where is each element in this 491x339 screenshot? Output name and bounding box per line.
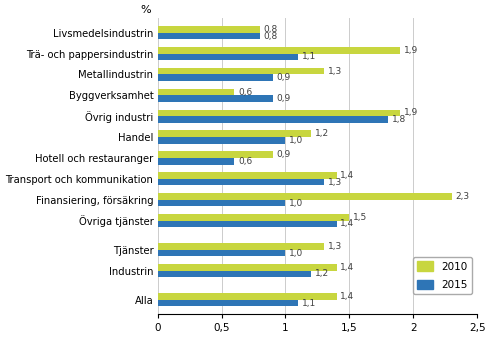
Text: 1,0: 1,0	[289, 248, 303, 258]
Bar	[158, 172, 336, 179]
Bar	[158, 158, 234, 165]
Text: 1,5: 1,5	[353, 213, 367, 222]
Text: 1,9: 1,9	[404, 46, 418, 55]
Bar	[158, 293, 336, 300]
Bar	[158, 54, 298, 60]
Bar	[158, 75, 273, 81]
Bar	[158, 151, 273, 158]
Text: 1,4: 1,4	[340, 171, 355, 180]
Bar	[158, 200, 285, 206]
Text: 1,2: 1,2	[315, 129, 329, 138]
Text: 1,9: 1,9	[404, 108, 418, 117]
Bar	[158, 271, 311, 277]
Text: 1,4: 1,4	[340, 219, 355, 228]
Text: 0,9: 0,9	[276, 94, 291, 103]
Bar	[158, 47, 401, 54]
Text: 0,9: 0,9	[276, 73, 291, 82]
Bar	[158, 33, 260, 39]
Text: 1,8: 1,8	[391, 115, 406, 124]
Text: 1,3: 1,3	[327, 242, 342, 251]
Bar	[158, 264, 336, 271]
Bar	[158, 179, 324, 185]
Text: 0,6: 0,6	[238, 87, 252, 97]
Text: 1,4: 1,4	[340, 292, 355, 301]
Text: 1,1: 1,1	[302, 53, 316, 61]
Bar	[158, 116, 388, 123]
Bar	[158, 89, 234, 95]
Text: 1,1: 1,1	[302, 299, 316, 308]
Legend: 2010, 2015: 2010, 2015	[413, 257, 472, 294]
Text: %: %	[140, 5, 151, 15]
Text: 1,3: 1,3	[327, 67, 342, 76]
Text: 1,0: 1,0	[289, 199, 303, 207]
Bar	[158, 131, 311, 137]
Text: 1,0: 1,0	[289, 136, 303, 145]
Text: 1,3: 1,3	[327, 178, 342, 187]
Text: 0,8: 0,8	[264, 25, 278, 34]
Text: 1,4: 1,4	[340, 263, 355, 272]
Bar	[158, 193, 452, 200]
Bar	[158, 250, 285, 256]
Bar	[158, 243, 324, 250]
Bar	[158, 137, 285, 144]
Bar	[158, 95, 273, 102]
Bar	[158, 109, 401, 116]
Text: 0,9: 0,9	[276, 150, 291, 159]
Bar	[158, 68, 324, 75]
Bar	[158, 221, 336, 227]
Bar	[158, 300, 298, 306]
Text: 1,2: 1,2	[315, 270, 329, 278]
Text: 0,6: 0,6	[238, 157, 252, 166]
Bar	[158, 26, 260, 33]
Text: 2,3: 2,3	[456, 192, 469, 201]
Bar	[158, 214, 349, 221]
Text: 0,8: 0,8	[264, 32, 278, 41]
